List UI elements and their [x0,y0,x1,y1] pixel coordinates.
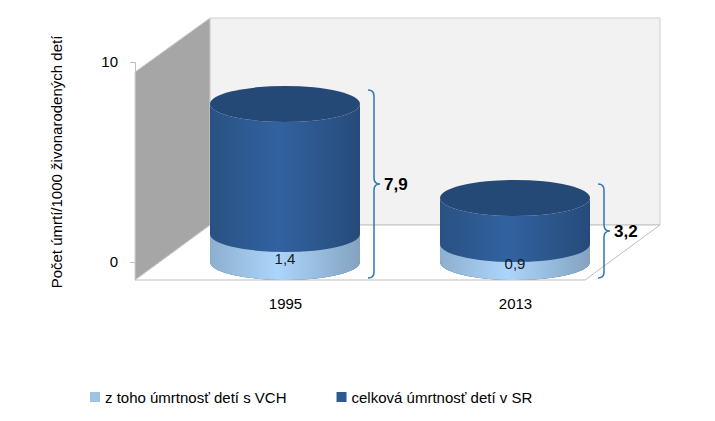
chart: 0 10 1995 2013 Počet úmrtí/1000 živonarodený… [0,0,715,421]
legend-swatch [337,392,347,402]
legend-swatch [90,392,100,402]
y-tick-label: 10 [101,53,118,70]
cylinder [210,234,360,280]
bracket [598,184,610,278]
x-axis: 1995 2013 [171,288,631,312]
data-label: 0,9 [505,255,526,272]
cylinder-top [440,180,590,216]
cylinder [440,180,590,280]
y-tick: 0 [110,253,135,270]
x-tick: 2013 [499,288,532,312]
bracket [368,90,380,278]
legend-label: celková úmrtnosť detí v SR [352,389,533,406]
y-tick-mark [130,262,135,263]
data-label: 1,4 [275,250,296,267]
walls [135,18,660,280]
x-tick-label: 1995 [269,295,302,312]
x-tick: 1995 [269,288,302,312]
data-label: 7,9 [384,175,408,194]
legend-item: z toho úmrtnosť detí s VCH [90,389,287,406]
y-axis-line [130,63,136,263]
cylinder-body [210,104,360,280]
cylinder-top [210,86,360,122]
y-tick-mark [130,62,135,63]
y-tick: 10 [101,53,135,70]
legend: z toho úmrtnosť detí s VCH celková úmrtno… [90,389,532,406]
cylinder [210,86,360,280]
y-axis-title: Počet úmrtí/1000 živonarodených detí [48,35,65,288]
y-tick-label: 0 [110,253,118,270]
cylinder-body [210,234,360,280]
x-tick-label: 2013 [499,295,532,312]
data-label: 3,2 [614,222,638,241]
data-labels: 7,9 3,2 1,4 0,9 [275,90,638,278]
x-axis-line [171,288,631,289]
cylinder [440,244,590,280]
legend-label: z toho úmrtnosť detí s VCH [105,389,287,406]
cylinder-body [440,244,590,280]
plot-area [210,86,590,280]
legend-item: celková úmrtnosť detí v SR [337,389,533,406]
y-axis: 0 10 [101,53,135,270]
